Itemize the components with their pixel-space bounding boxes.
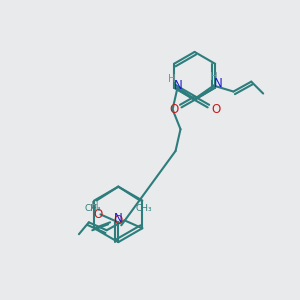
Text: N: N (214, 77, 223, 90)
Text: O: O (94, 208, 103, 221)
Text: H: H (168, 74, 176, 84)
Text: CH₃: CH₃ (84, 204, 101, 213)
Text: H: H (210, 72, 218, 82)
Text: O: O (211, 103, 220, 116)
Text: N: N (114, 212, 123, 225)
Text: CH₃: CH₃ (136, 204, 152, 213)
Text: N: N (174, 79, 183, 92)
Text: H: H (91, 202, 98, 212)
Text: O: O (169, 103, 178, 116)
Text: O: O (113, 214, 123, 227)
